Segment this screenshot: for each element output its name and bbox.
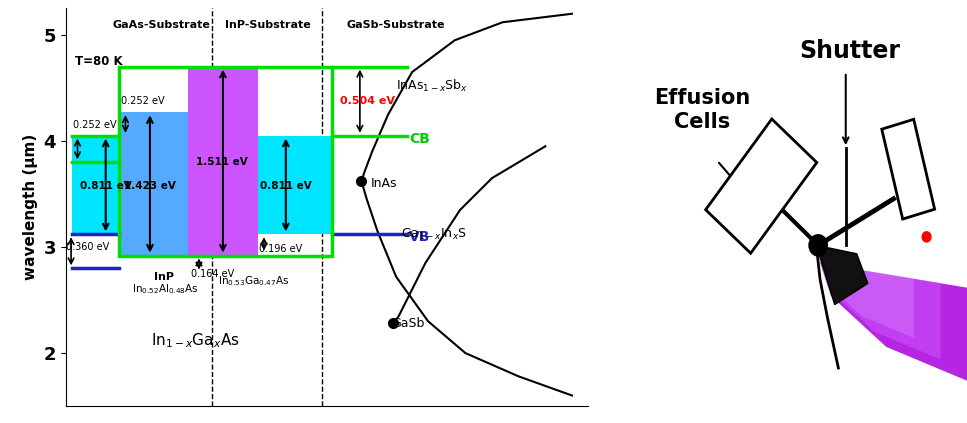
Text: 1.423 eV: 1.423 eV bbox=[124, 181, 176, 190]
Bar bbox=[119, 113, 189, 255]
Text: 0.811 eV: 0.811 eV bbox=[260, 181, 311, 190]
Text: 0.252 eV: 0.252 eV bbox=[121, 96, 164, 106]
Text: InP-Substrate: InP-Substrate bbox=[225, 20, 311, 30]
Text: 1.511 eV: 1.511 eV bbox=[196, 157, 248, 167]
Polygon shape bbox=[820, 262, 914, 338]
Y-axis label: wavelength (μm): wavelength (μm) bbox=[23, 134, 38, 280]
Bar bbox=[73, 136, 162, 234]
Text: 0.811 eV: 0.811 eV bbox=[80, 181, 132, 190]
Text: 0.504 eV: 0.504 eV bbox=[340, 96, 396, 106]
Text: Effusion
Cells: Effusion Cells bbox=[655, 88, 750, 132]
Text: Shutter: Shutter bbox=[799, 39, 900, 63]
Text: GaSb: GaSb bbox=[391, 317, 425, 330]
Text: Ga$_{1-x}$In$_x$S: Ga$_{1-x}$In$_x$S bbox=[401, 227, 467, 242]
Circle shape bbox=[923, 232, 931, 242]
Polygon shape bbox=[820, 262, 967, 381]
Text: 0.360 eV: 0.360 eV bbox=[66, 242, 109, 252]
Text: GaAs-Substrate: GaAs-Substrate bbox=[113, 20, 211, 30]
Text: 0.164 eV: 0.164 eV bbox=[190, 269, 234, 278]
Circle shape bbox=[809, 235, 828, 256]
Text: InAs$_{1-x}$Sb$_x$: InAs$_{1-x}$Sb$_x$ bbox=[396, 78, 468, 94]
Bar bbox=[119, 67, 333, 255]
Bar bbox=[257, 136, 333, 234]
Text: InAs: InAs bbox=[370, 177, 397, 190]
Bar bbox=[189, 67, 257, 255]
Polygon shape bbox=[882, 119, 935, 219]
Text: T=80 K: T=80 K bbox=[75, 55, 123, 68]
Polygon shape bbox=[816, 245, 867, 305]
Text: CB: CB bbox=[409, 132, 430, 146]
Text: 0.196 eV: 0.196 eV bbox=[258, 244, 302, 254]
Text: VB: VB bbox=[409, 231, 431, 244]
Text: GaSb-Substrate: GaSb-Substrate bbox=[347, 20, 446, 30]
Text: In$_{0.53}$Ga$_{0.47}$As: In$_{0.53}$Ga$_{0.47}$As bbox=[218, 274, 289, 288]
Text: 0.252 eV: 0.252 eV bbox=[73, 120, 117, 130]
Polygon shape bbox=[706, 119, 817, 253]
Polygon shape bbox=[820, 262, 941, 360]
Text: In$_{1-x}$Ga$_x$As: In$_{1-x}$Ga$_x$As bbox=[151, 331, 240, 350]
Text: InP: InP bbox=[154, 272, 174, 282]
Text: In$_{0.52}$Al$_{0.48}$As: In$_{0.52}$Al$_{0.48}$As bbox=[132, 283, 199, 297]
